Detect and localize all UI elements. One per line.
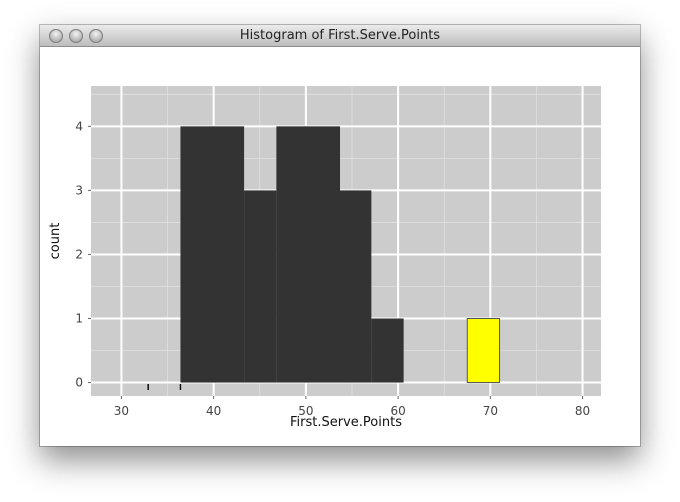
y-tick-label: 4 (75, 119, 83, 133)
histogram-bar (276, 126, 341, 383)
x-tick-label: 70 (483, 404, 498, 418)
highlighted-bar (466, 318, 501, 384)
x-axis-title: First.Serve.Points (290, 415, 402, 430)
y-tick-label: 2 (75, 247, 83, 261)
y-tick-label: 0 (75, 376, 83, 390)
minimize-window-button[interactable] (69, 29, 83, 43)
y-tick-label: 3 (75, 183, 83, 197)
x-tick-label: 60 (390, 404, 405, 418)
histogram-plot: 30 40 50 60 70 80 0 1 2 3 4 First.Serve.Points count (48, 86, 601, 430)
x-tick-label: 50 (298, 404, 313, 418)
histogram-bar (180, 126, 245, 383)
close-window-button[interactable] (49, 29, 63, 43)
histogram-bar (244, 190, 277, 383)
x-tick-label: 80 (575, 404, 590, 418)
histogram-bar (371, 318, 404, 383)
x-tick-label: 40 (206, 404, 221, 418)
histogram-bar (340, 190, 372, 383)
window-title: Histogram of First.Serve.Points (239, 28, 441, 43)
title-bar[interactable]: Histogram of First.Serve.Points (40, 25, 640, 47)
chart-window: Histogram of First.Serve.Points 30 40 50 60… (40, 25, 640, 446)
x-tick-label: 30 (114, 404, 129, 418)
zoom-window-button[interactable] (89, 29, 103, 43)
y-axis-title: count (48, 223, 63, 260)
y-tick-label: 1 (75, 312, 83, 326)
